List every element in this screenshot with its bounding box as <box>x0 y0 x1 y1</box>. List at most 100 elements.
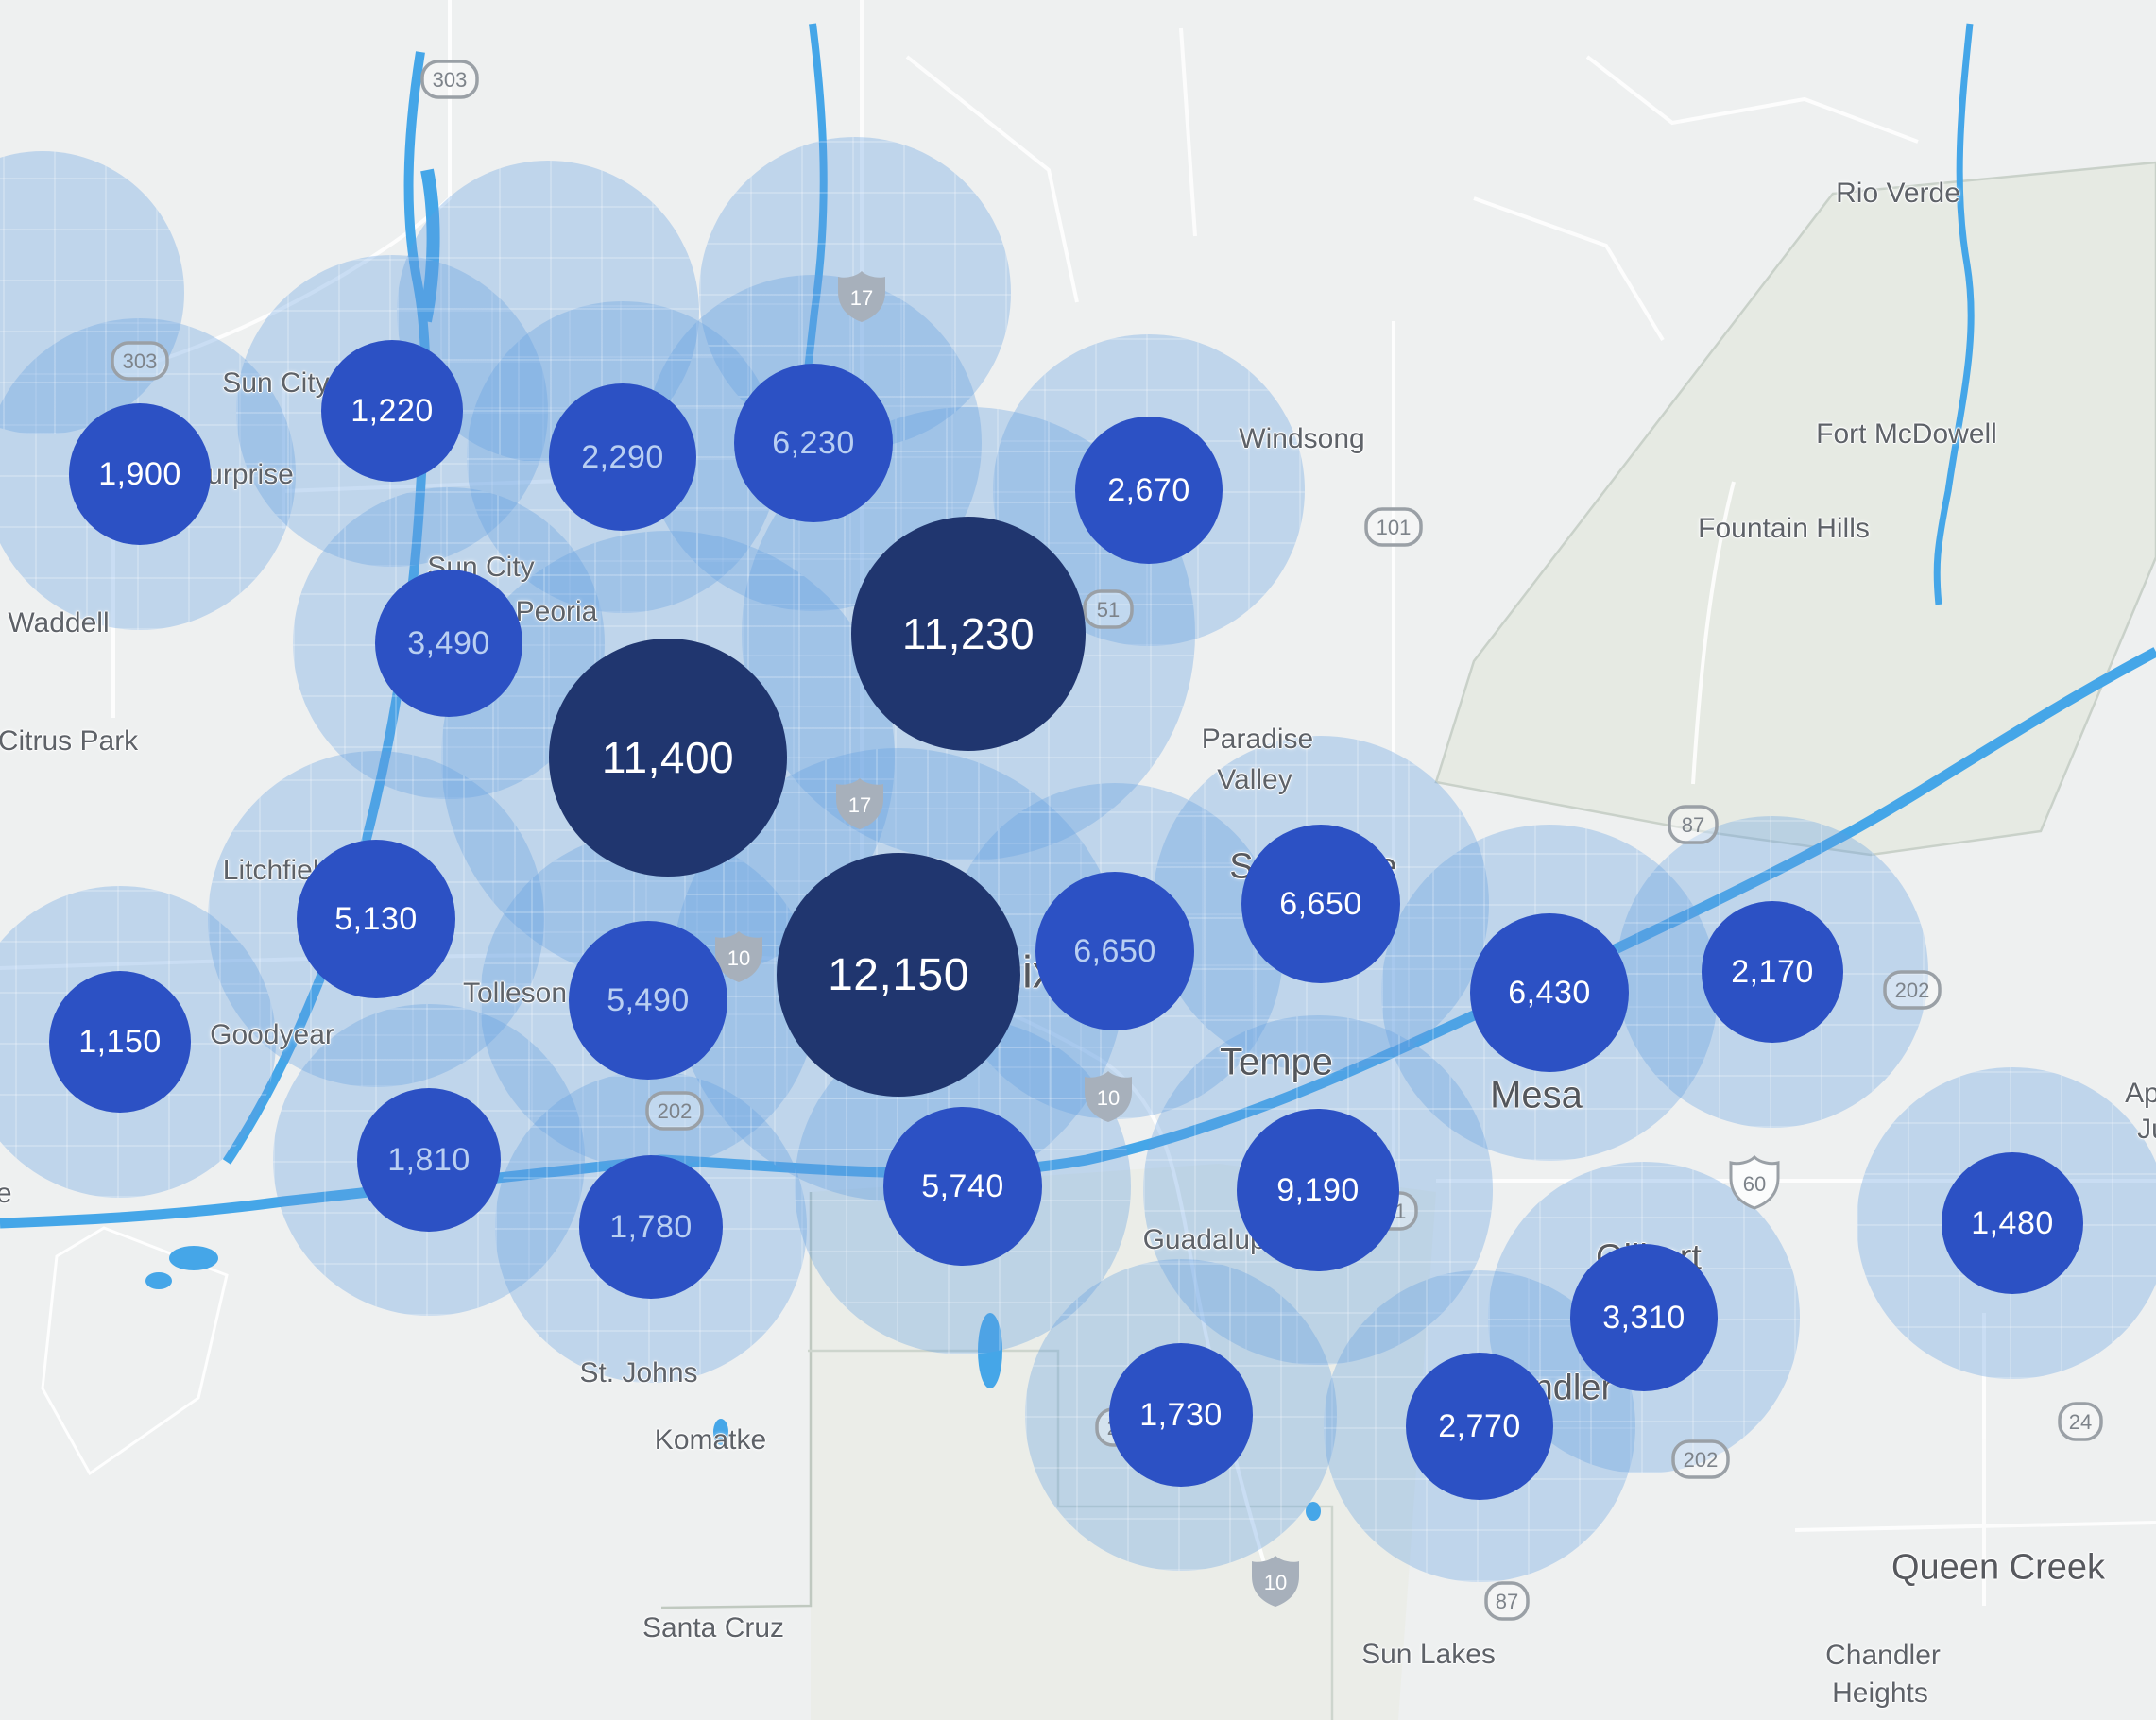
svg-text:51: 51 <box>1097 598 1120 622</box>
bubble-value-label: 1,730 <box>1139 1396 1223 1433</box>
bubble-value-label: 1,780 <box>609 1208 693 1245</box>
data-bubble-3490[interactable]: 3,490 <box>375 570 522 717</box>
data-bubble-11230[interactable]: 11,230 <box>851 517 1086 751</box>
svg-text:101: 101 <box>1377 516 1412 539</box>
data-bubble-6430[interactable]: 6,430 <box>1470 913 1629 1072</box>
bubble-value-label: 1,810 <box>387 1141 471 1178</box>
route-303-shield-icon: 303 <box>420 60 479 99</box>
map-label-waddell: Waddell <box>8 607 110 639</box>
map-label-komatke: Komatke <box>654 1424 767 1456</box>
svg-text:24: 24 <box>2069 1410 2092 1434</box>
bubble-value-label: 5,740 <box>921 1167 1004 1204</box>
data-bubble-1480[interactable]: 1,480 <box>1942 1152 2083 1294</box>
interstate-10-shield-icon: 10 <box>1085 1071 1132 1122</box>
map-label-goodyear: Goodyear <box>210 1019 334 1050</box>
data-bubble-2170[interactable]: 2,170 <box>1702 901 1843 1043</box>
interstate-10-shield-icon: 10 <box>1252 1556 1299 1607</box>
bubble-value-label: 6,650 <box>1279 885 1362 922</box>
data-bubble-6230[interactable]: 6,230 <box>734 364 893 522</box>
data-bubble-5490[interactable]: 5,490 <box>569 921 727 1080</box>
bubble-value-label: 11,400 <box>601 733 735 782</box>
map-label-buckeye: Buckeye <box>0 1178 12 1209</box>
map-label-windsong: Windsong <box>1239 423 1365 454</box>
svg-text:60: 60 <box>1743 1172 1766 1196</box>
bubble-value-label: 6,430 <box>1508 974 1591 1011</box>
data-bubble-1780[interactable]: 1,780 <box>579 1155 723 1299</box>
route-24-shield-icon: 24 <box>2058 1402 2103 1441</box>
map-label-tempe: Tempe <box>1219 1041 1334 1083</box>
map-label-valley: Valley <box>1217 764 1292 795</box>
svg-text:202: 202 <box>658 1099 693 1123</box>
route-101-shield-icon: 101 <box>1364 507 1423 547</box>
lakes <box>145 1246 1321 1521</box>
svg-text:17: 17 <box>848 793 871 817</box>
data-bubble-1220[interactable]: 1,220 <box>321 340 463 482</box>
boundary-line <box>660 1192 813 1609</box>
interstate-10-shield-icon: 10 <box>715 931 762 982</box>
map-label-apache-junction-2: Junction <box>2137 1114 2156 1145</box>
bubble-value-label: 9,190 <box>1276 1171 1360 1208</box>
data-bubble-1810[interactable]: 1,810 <box>357 1088 501 1232</box>
svg-text:17: 17 <box>850 286 873 310</box>
svg-text:10: 10 <box>727 946 750 970</box>
bubble-value-label: 2,670 <box>1107 471 1190 508</box>
data-bubble-12150[interactable]: 12,150 <box>777 853 1020 1097</box>
map-label-citrus-park: Citrus Park <box>0 725 139 757</box>
parcel-outline <box>41 1226 229 1476</box>
map-label-sun-city-west: Sun City <box>222 367 330 399</box>
bubble-value-label: 1,220 <box>351 392 434 429</box>
data-bubble-1150[interactable]: 1,150 <box>49 971 191 1113</box>
bubble-value-label: 1,900 <box>98 455 181 492</box>
map-label-fort-mcdowell: Fort McDowell <box>1816 418 1997 450</box>
interstate-17-shield-icon: 17 <box>838 271 885 322</box>
route-202-shield-icon: 202 <box>1883 970 1942 1010</box>
data-bubble-11400[interactable]: 11,400 <box>549 639 787 877</box>
reservation-area-east <box>1434 161 2156 857</box>
route-87-shield-icon: 87 <box>1484 1581 1530 1621</box>
data-bubble-1730[interactable]: 1,730 <box>1109 1343 1253 1487</box>
map-label-tolleson: Tolleson <box>462 978 568 1009</box>
boundary-line-2 <box>808 1349 1334 1720</box>
svg-text:303: 303 <box>433 68 468 92</box>
data-bubble-2670[interactable]: 2,670 <box>1075 417 1223 564</box>
map-label-chandler-heights-1: Chandler <box>1825 1640 1941 1671</box>
map-label-sun-lakes: Sun Lakes <box>1361 1639 1496 1670</box>
bubble-value-label: 3,490 <box>407 624 490 661</box>
route-202-shield-icon: 202 <box>1671 1439 1730 1479</box>
coverage-halo <box>236 255 548 567</box>
data-bubble-9190[interactable]: 9,190 <box>1237 1109 1399 1271</box>
data-bubble-2290[interactable]: 2,290 <box>549 383 696 531</box>
bubble-value-label: 12,150 <box>828 949 969 1000</box>
route-202-shield-icon: 202 <box>645 1091 704 1131</box>
data-bubble-3310[interactable]: 3,310 <box>1570 1244 1718 1391</box>
svg-text:202: 202 <box>1684 1448 1719 1472</box>
bubble-value-label: 6,650 <box>1073 932 1156 969</box>
map-label-peoria: Peoria <box>515 596 598 627</box>
bubble-value-label: 11,230 <box>901 609 1035 658</box>
data-bubble-2770[interactable]: 2,770 <box>1406 1353 1553 1500</box>
bubble-value-label: 6,230 <box>772 424 855 461</box>
bubble-value-label: 2,170 <box>1731 953 1814 990</box>
bubble-value-label: 1,480 <box>1971 1204 2054 1241</box>
svg-text:10: 10 <box>1097 1086 1120 1110</box>
map-label-mesa: Mesa <box>1490 1074 1583 1116</box>
data-bubble-6650[interactable]: 6,650 <box>1035 872 1194 1030</box>
route-303-shield-icon: 303 <box>111 341 169 381</box>
route-51-shield-icon: 51 <box>1083 589 1134 629</box>
data-bubble-6650[interactable]: 6,650 <box>1241 825 1400 983</box>
map-label-chandler-heights-2: Heights <box>1832 1677 1928 1709</box>
interstate-17-shield-icon: 17 <box>836 778 883 829</box>
map-label-santa-cruz: Santa Cruz <box>642 1612 785 1643</box>
data-bubble-1900[interactable]: 1,900 <box>69 403 211 545</box>
map-label-rio-verde: Rio Verde <box>1836 178 1960 209</box>
bubble-value-label: 2,770 <box>1438 1407 1521 1444</box>
bubble-value-label: 5,490 <box>607 981 690 1018</box>
data-bubble-5130[interactable]: 5,130 <box>297 840 455 998</box>
data-bubble-5740[interactable]: 5,740 <box>883 1107 1042 1266</box>
svg-text:10: 10 <box>1264 1571 1287 1594</box>
map-label-fountain-hills: Fountain Hills <box>1698 513 1870 544</box>
map-label-queen-creek: Queen Creek <box>1891 1547 2106 1588</box>
svg-text:87: 87 <box>1496 1590 1518 1613</box>
map-label-st-johns: St. Johns <box>579 1357 698 1388</box>
